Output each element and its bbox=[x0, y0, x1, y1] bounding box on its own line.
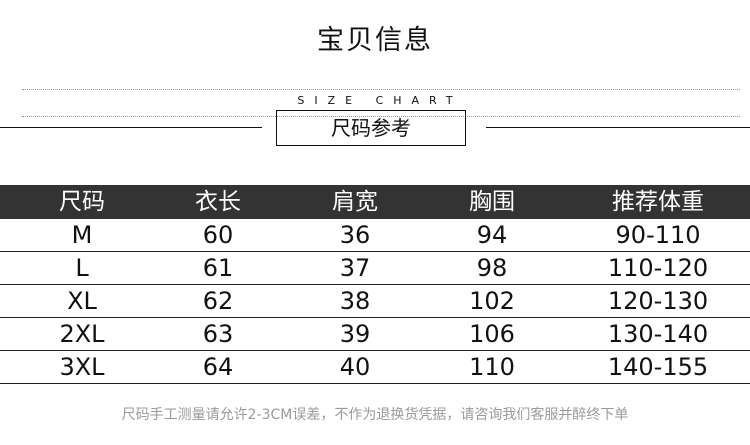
subtitle: SIZE CHART bbox=[297, 94, 463, 107]
table-row: L 61 37 98 110-120 bbox=[0, 252, 750, 285]
table-cell: 130-140 bbox=[607, 320, 709, 348]
page-title: 宝贝信息 bbox=[317, 25, 433, 56]
table-cell: 64 bbox=[202, 353, 234, 381]
table-cell: 102 bbox=[469, 287, 515, 315]
column-header: 推荐体重 bbox=[612, 189, 704, 215]
table-cell: 90-110 bbox=[615, 221, 701, 249]
table-cell: 3XL bbox=[59, 353, 105, 381]
column-header: 尺码 bbox=[59, 189, 105, 215]
footnote: 尺码手工测量请允许2-3CM误差，不作为退换货凭据，请咨询我们客服并醉终下单 bbox=[121, 407, 629, 423]
table-cell: 38 bbox=[339, 287, 371, 315]
table-cell: 106 bbox=[469, 320, 515, 348]
table-cell: XL bbox=[67, 287, 97, 315]
column-header: 胸围 bbox=[469, 189, 515, 215]
table-cell: M bbox=[71, 221, 93, 249]
divider-dotted bbox=[22, 116, 740, 117]
table-cell: 37 bbox=[339, 254, 371, 282]
table-cell: 2XL bbox=[59, 320, 105, 348]
table-cell: 63 bbox=[202, 320, 234, 348]
table-cell: 110 bbox=[469, 353, 515, 381]
table-cell: 110-120 bbox=[607, 254, 709, 282]
table-cell: 98 bbox=[476, 254, 508, 282]
divider-dotted bbox=[22, 89, 740, 90]
table-cell: 39 bbox=[339, 320, 371, 348]
table-header: 尺码 衣长 肩宽 胸围 推荐体重 bbox=[0, 185, 750, 219]
table-cell: 36 bbox=[339, 221, 371, 249]
divider-right bbox=[486, 127, 750, 128]
divider-left bbox=[0, 127, 262, 128]
table-cell: 140-155 bbox=[607, 353, 709, 381]
table-row: M 60 36 94 90-110 bbox=[0, 219, 750, 252]
table-row: 2XL 63 39 106 130-140 bbox=[0, 318, 750, 351]
table-cell: 40 bbox=[339, 353, 371, 381]
section-label: 尺码参考 bbox=[276, 110, 466, 146]
table-cell: 60 bbox=[202, 221, 234, 249]
table-cell: 61 bbox=[202, 254, 234, 282]
table-cell: L bbox=[75, 254, 89, 282]
table-row: 3XL 64 40 110 140-155 bbox=[0, 351, 750, 384]
table-cell: 120-130 bbox=[607, 287, 709, 315]
table-cell: 62 bbox=[202, 287, 234, 315]
table-row: XL 62 38 102 120-130 bbox=[0, 285, 750, 318]
table-cell: 94 bbox=[476, 221, 508, 249]
column-header: 衣长 bbox=[195, 189, 241, 215]
column-header: 肩宽 bbox=[332, 189, 378, 215]
